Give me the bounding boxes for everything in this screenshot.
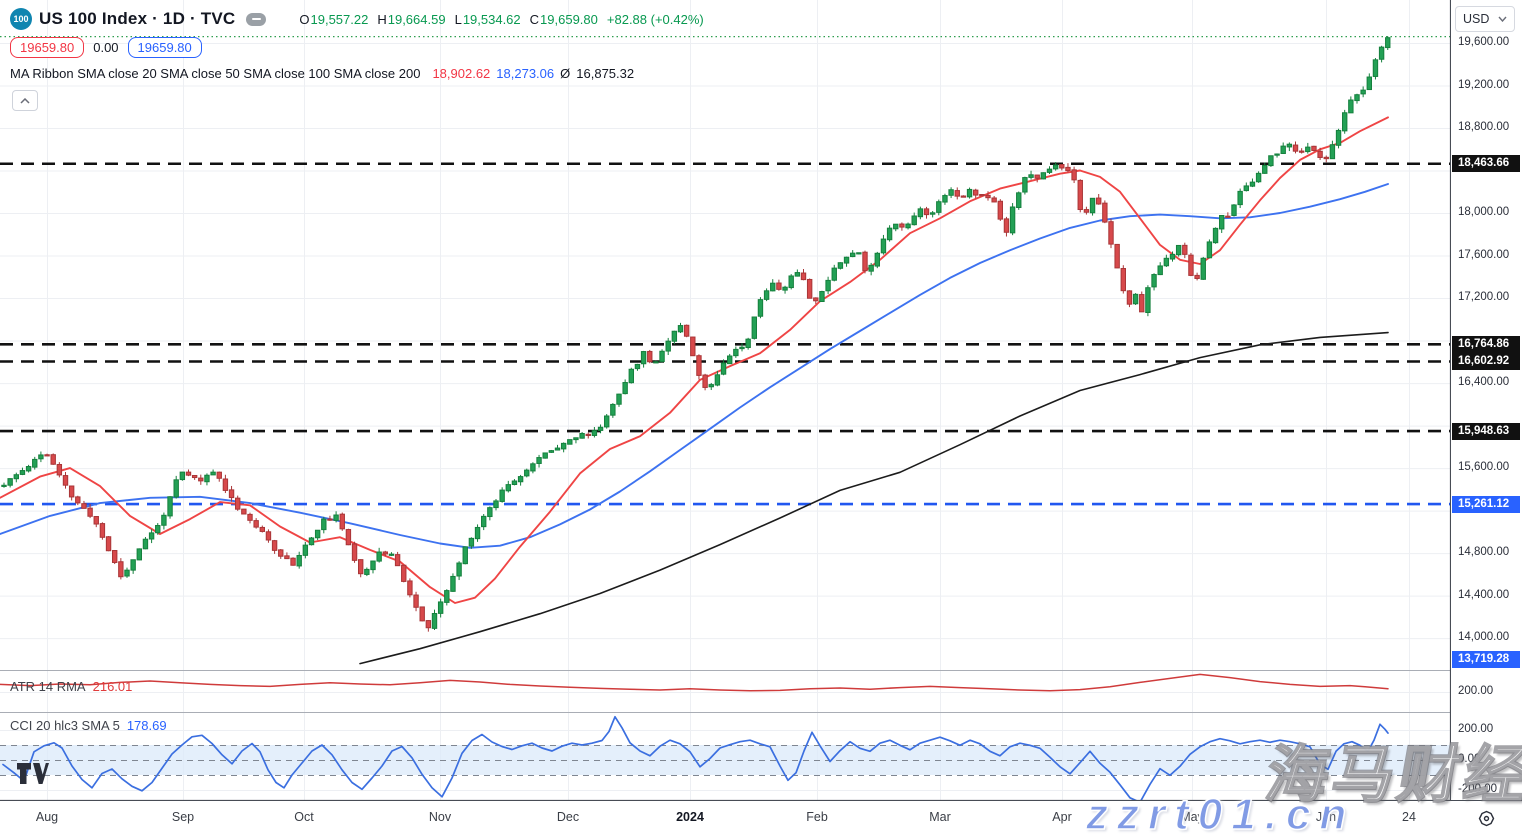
time-tick-label: May (1180, 810, 1204, 824)
price-tick-label: 18,800.00 (1458, 121, 1510, 134)
low-label: L (454, 11, 462, 27)
atr-tick-label: 200.00 (1458, 685, 1494, 697)
atr-label: ATR 14 RMA (10, 679, 86, 694)
cci-tick-label: 0.00 (1458, 753, 1481, 765)
ohlc-values: O19,557.22 H19,664.59 L19,534.62 C19,659… (299, 12, 703, 27)
price-tick-label: 19,200.00 (1458, 78, 1510, 91)
axis-corner (1450, 801, 1522, 835)
price-level-label: 16,764.86 (1452, 335, 1520, 353)
symbol-row[interactable]: 100 US 100 Index · 1D · TVC O19,557.22 H… (10, 6, 704, 32)
time-tick-label: Jun (1315, 810, 1337, 824)
price-tick-label: 17,200.00 (1458, 291, 1510, 304)
atr-indicator-legend[interactable]: ATR 14 RMA 216.01 (10, 679, 132, 694)
time-tick-label: Oct (294, 810, 314, 824)
ma-fast-value: 18,902.62 (432, 66, 491, 81)
price-tick-label: 14,800.00 (1458, 546, 1510, 559)
price-level-label: 13,719.28 (1452, 650, 1520, 668)
price-level-label: 18,463.66 (1452, 155, 1520, 173)
time-tick-label: Apr (1052, 810, 1072, 824)
low-value: 19,534.62 (462, 11, 521, 27)
cci-label: CCI 20 hlc3 SMA 5 (10, 718, 120, 733)
price-tick-label: 19,600.00 (1458, 36, 1510, 48)
market-closed-icon (246, 12, 267, 26)
high-value: 19,664.59 (387, 11, 446, 27)
chart-legend: 100 US 100 Index · 1D · TVC O19,557.22 H… (10, 6, 704, 81)
price-boxes-row: 19659.80 0.00 19659.80 (10, 37, 704, 58)
close-label: C (529, 11, 540, 27)
ma-slow-value: 18,273.06 (496, 66, 555, 81)
ma-ribbon-label: MA Ribbon SMA close 20 SMA close 50 SMA … (10, 66, 421, 81)
atr-value: 216.01 (92, 679, 133, 694)
time-tick-label: Feb (806, 810, 828, 824)
price-level-label: 15,948.63 (1452, 422, 1520, 440)
price-tick-label: 16,400.00 (1458, 376, 1510, 389)
cci-value: 178.69 (126, 718, 167, 733)
symbol-title[interactable]: US 100 Index · 1D · TVC (39, 9, 236, 28)
symbol-logo: 100 (10, 8, 32, 30)
cci-tick-label: -200.00 (1458, 783, 1498, 795)
open-value: 19,557.22 (310, 11, 369, 27)
collapse-legend-button[interactable] (12, 90, 38, 111)
price-tick-label: 14,400.00 (1458, 588, 1510, 601)
time-tick-label: Mar (929, 810, 951, 824)
time-tick-label: Dec (556, 810, 580, 824)
gear-icon[interactable] (1478, 810, 1495, 827)
change-value: +82.88 (+0.42%) (606, 11, 704, 27)
spread-value: 0.00 (93, 40, 119, 55)
price-level-label: 15,261.12 (1452, 495, 1520, 513)
close-value: 19,659.80 (540, 11, 598, 27)
price-level-label: 16,602.92 (1452, 352, 1520, 370)
ma-avg-symbol: Ø (560, 66, 571, 81)
cci-indicator-legend[interactable]: CCI 20 hlc3 SMA 5 178.69 (10, 718, 167, 733)
ma-avg-value: 16,875.32 (576, 66, 635, 81)
time-tick-label: Nov (428, 810, 452, 824)
time-tick-label: Sep (171, 810, 195, 824)
time-tick-label: Aug (35, 810, 59, 824)
price-tick-label: 14,000.00 (1458, 631, 1510, 644)
ma-ribbon-legend[interactable]: MA Ribbon SMA close 20 SMA close 50 SMA … (10, 66, 704, 81)
chevron-up-icon (20, 97, 30, 104)
high-label: H (377, 11, 387, 27)
time-tick-label: 24 (1402, 810, 1416, 824)
open-label: O (299, 11, 310, 27)
chevron-down-icon (1498, 16, 1507, 22)
price-tick-label: 15,600.00 (1458, 461, 1510, 474)
time-tick-label: 2024 (676, 810, 704, 824)
bid-price-box[interactable]: 19659.80 (10, 37, 85, 58)
price-tick-label: 17,600.00 (1458, 248, 1510, 261)
ask-price-box[interactable]: 19659.80 (127, 37, 202, 58)
currency-label: USD (1463, 12, 1490, 26)
currency-selector[interactable]: USD (1455, 6, 1515, 32)
tradingview-logo[interactable] (16, 762, 49, 790)
price-tick-label: 18,000.00 (1458, 206, 1510, 219)
price-axis[interactable]: USD 19,600.00 19,200.00 18,800.00 18,000.00… (1451, 0, 1522, 800)
time-axis[interactable]: Aug Sep Oct Nov Dec 2024 Feb Mar Apr May Jun 24 (0, 801, 1450, 835)
cci-tick-label: 200.00 (1458, 723, 1494, 735)
